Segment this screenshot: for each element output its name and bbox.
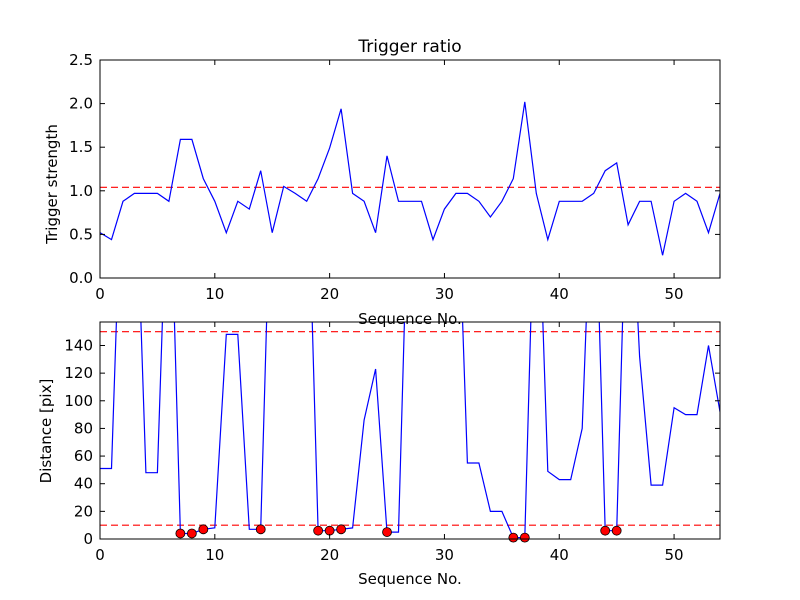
data-point (324, 525, 335, 536)
chart-trigger-ratio: Trigger ratio Sequence No. Trigger stren… (43, 37, 721, 328)
x-tick-label: 20 (320, 285, 339, 303)
x-tick-label: 40 (550, 285, 569, 303)
axes-frame (99, 59, 721, 279)
x-axis-label: Sequence No. (358, 310, 462, 328)
y-tick-label: 20 (74, 502, 93, 520)
y-tick-label: 2.5 (69, 51, 93, 69)
y-tick-label: 0 (83, 530, 93, 548)
chart-distance: Sequence No. Distance [pix] 0 10 20 30 40 50 … (37, 321, 721, 588)
y-tick-label: 100 (64, 392, 93, 410)
y-tick-label: 140 (64, 336, 93, 354)
plot-area: 0 10 20 30 40 50 0 20 40 60 80 100 120 140 (64, 321, 721, 564)
x-tick-label: 10 (205, 285, 224, 303)
data-point (186, 528, 197, 539)
x-tick-label: 40 (550, 546, 569, 564)
data-point (255, 524, 266, 535)
x-tick-label: 0 (95, 285, 105, 303)
x-tick-label: 50 (665, 546, 684, 564)
data-point (508, 532, 519, 543)
y-tick-label: 120 (64, 364, 93, 382)
x-tick-label: 30 (435, 285, 454, 303)
y-tick-label: 2.0 (69, 95, 93, 113)
y-tick-label: 1.0 (69, 182, 93, 200)
y-tick-label: 80 (74, 419, 93, 437)
x-tick-label: 20 (320, 546, 339, 564)
x-axis-label: Sequence No. (358, 570, 462, 588)
x-tick-label: 30 (435, 546, 454, 564)
data-point (382, 527, 392, 537)
y-tick-label: 40 (74, 475, 93, 493)
data-point (313, 525, 324, 536)
data-point (175, 528, 186, 539)
chart-title: Trigger ratio (357, 37, 461, 57)
y-tick-label: 0.5 (69, 225, 93, 243)
plot-area: 0 10 20 30 40 50 0.0 0.5 1.0 1.5 2.0 2.5 (69, 51, 721, 303)
y-tick-label: 60 (74, 447, 93, 465)
y-tick-label: 1.5 (69, 138, 93, 156)
data-point (611, 525, 622, 536)
y-axis-label: Distance [pix] (37, 379, 55, 484)
series-line (100, 101, 720, 256)
data-point (198, 524, 209, 535)
x-tick-label: 50 (665, 285, 684, 303)
x-tick-label: 0 (95, 546, 105, 564)
axes-frame (99, 321, 721, 540)
data-point (600, 525, 611, 536)
data-point (519, 532, 530, 543)
y-tick-label: 0.0 (69, 269, 93, 287)
y-axis-label: Trigger strength (43, 124, 61, 245)
data-point (336, 524, 347, 535)
x-tick-label: 10 (205, 546, 224, 564)
